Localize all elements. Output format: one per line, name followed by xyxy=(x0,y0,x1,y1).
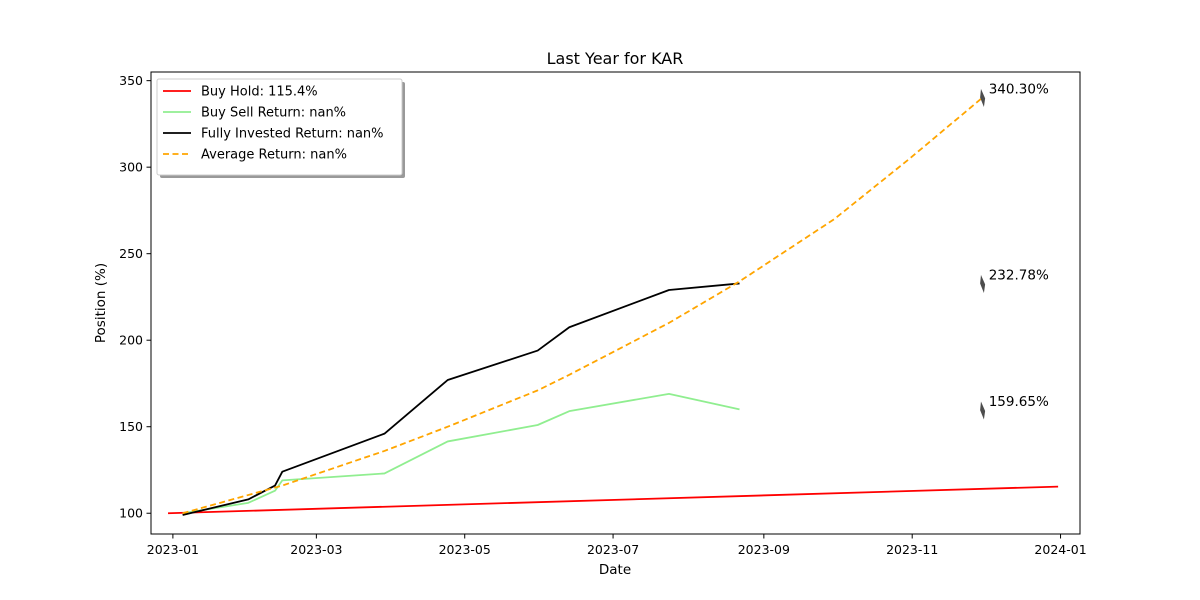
annotation-marker-3 xyxy=(980,401,986,420)
annotation-label-1: 340.30% xyxy=(989,81,1049,97)
legend: Buy Hold: 115.4% Buy Sell Return: nan% Ful… xyxy=(156,78,405,178)
y-tick-label: 250 xyxy=(119,246,143,261)
legend-box xyxy=(156,78,403,176)
series-line-3 xyxy=(182,282,740,516)
series-line-2 xyxy=(182,392,740,515)
annotation-layer: 340.30% 232.78% 159.65% xyxy=(980,81,1049,420)
y-tick-label: 150 xyxy=(119,419,143,434)
x-tick-label: 2023-09 xyxy=(738,542,790,557)
y-tick-label: 350 xyxy=(119,73,143,88)
chart-title: Last Year for KAR xyxy=(547,49,684,68)
plot-layer xyxy=(167,96,1059,516)
annotation-marker-2 xyxy=(980,274,986,294)
x-tick-label: 2023-07 xyxy=(587,542,639,557)
x-tick-label: 2023-03 xyxy=(290,542,342,557)
annotation-label-2: 232.78% xyxy=(989,267,1049,283)
x-axis-label: Date xyxy=(599,562,631,578)
annotation-marker-1 xyxy=(980,88,986,107)
annotation-label-3: 159.65% xyxy=(989,394,1049,410)
x-tick-label: 2023-01 xyxy=(147,542,199,557)
y-tick-label: 100 xyxy=(119,506,143,521)
legend-label-4: Average Return: nan% xyxy=(201,148,347,163)
y-tick-label: 200 xyxy=(119,333,143,348)
x-tick-label: 2023-11 xyxy=(886,542,938,557)
x-tick-label: 2023-05 xyxy=(439,542,491,557)
legend-label-3: Fully Invested Return: nan% xyxy=(201,127,384,142)
y-axis-label: Position (%) xyxy=(93,263,109,343)
series-line-4 xyxy=(182,96,984,515)
x-tick-label: 2024-01 xyxy=(1034,542,1086,557)
legend-label-2: Buy Sell Return: nan% xyxy=(201,106,346,121)
axis-layer: 2023-01 2023-03 2023-05 2023-07 2023-09 2023-… xyxy=(119,71,1087,557)
series-line-1 xyxy=(167,485,1059,515)
legend-label-1: Buy Hold: 115.4% xyxy=(201,85,318,100)
y-tick-label: 300 xyxy=(119,160,143,175)
plot-frame xyxy=(150,71,1081,535)
